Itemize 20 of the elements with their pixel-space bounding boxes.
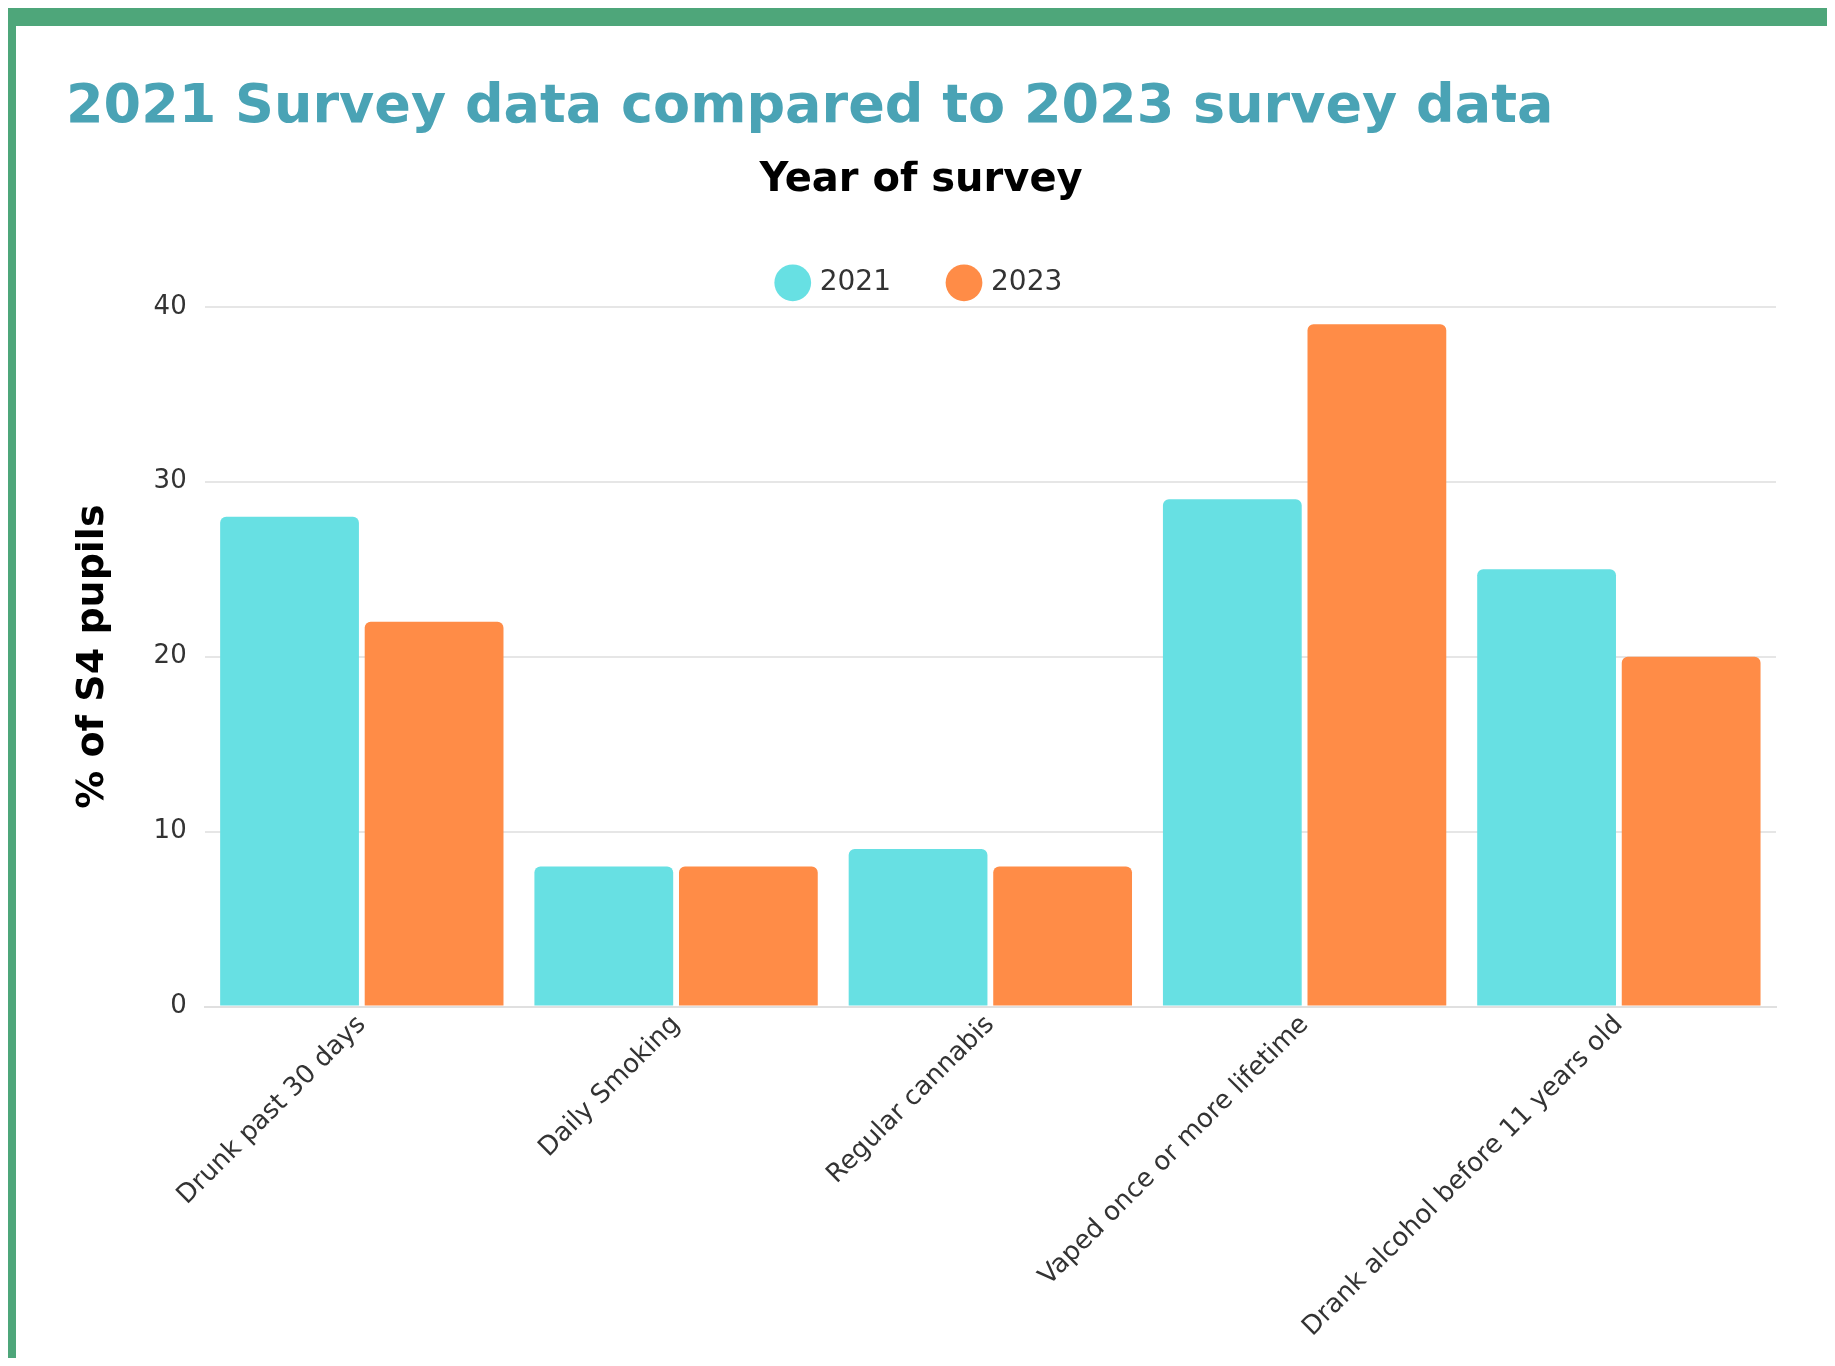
- bar: [993, 866, 1133, 1006]
- bar: [1621, 656, 1761, 1006]
- y-axis-title: % of S4 pupils: [67, 504, 112, 809]
- legend-label: 2021: [819, 264, 892, 298]
- legend-label: 2023: [991, 264, 1063, 298]
- y-tick-label: 10: [153, 814, 187, 845]
- bar: [678, 866, 818, 1006]
- legend-title: Year of survey: [758, 154, 1083, 201]
- bar: [364, 621, 504, 1006]
- bar: [1477, 569, 1616, 1006]
- y-tick-label: 20: [153, 639, 187, 670]
- y-tick-label: 0: [170, 989, 187, 1020]
- bar: [848, 849, 988, 1006]
- bar: [220, 516, 359, 1006]
- bar: [534, 866, 674, 1006]
- chart-title: 2021 Survey data compared to 2023 survey data: [66, 72, 1554, 136]
- bar: [1307, 324, 1447, 1006]
- y-tick-label: 40: [153, 289, 187, 320]
- bar: [1162, 499, 1302, 1006]
- y-tick-label: 30: [153, 464, 187, 495]
